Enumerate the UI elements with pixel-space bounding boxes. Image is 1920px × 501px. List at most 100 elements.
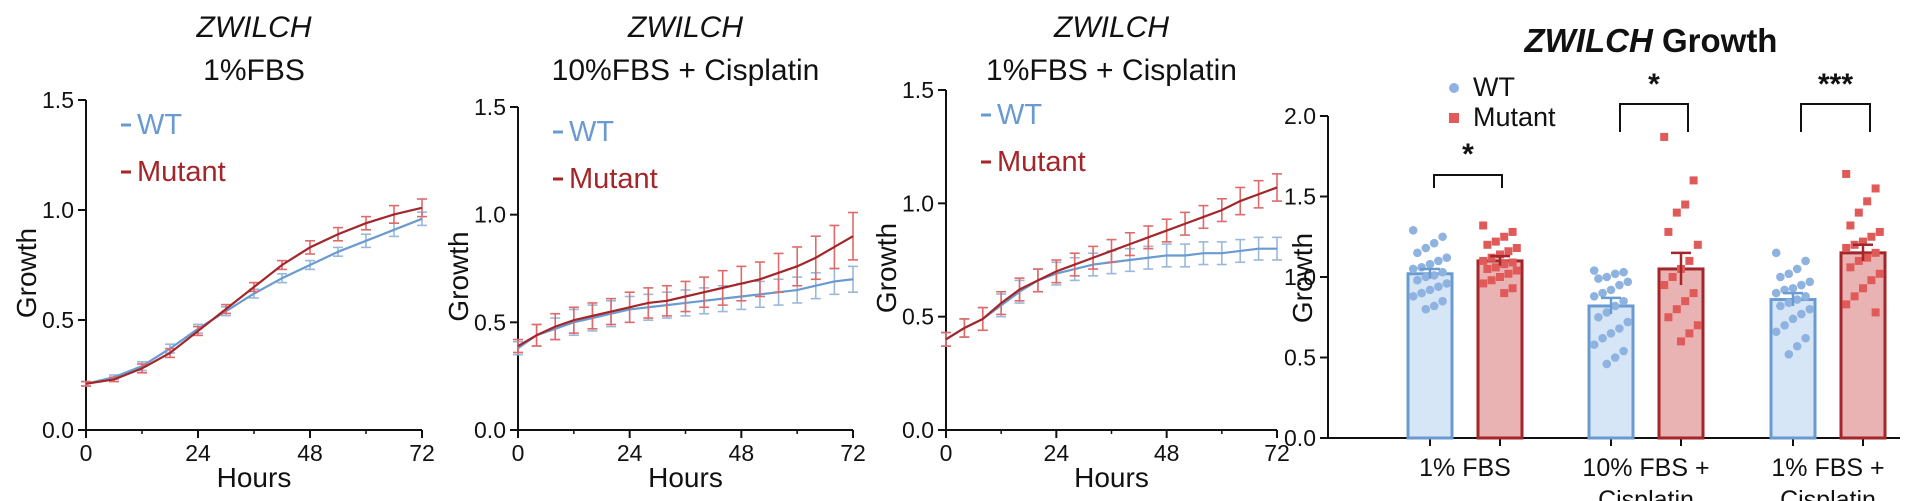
bar-wt-1 (1587, 304, 1635, 440)
panel-0-title-gene: ZWILCH (196, 11, 312, 44)
bar-point-wt (1442, 279, 1452, 288)
panel-2-xlabel: Hours (1074, 462, 1149, 493)
panel-1-ytick-label: 1.0 (474, 202, 506, 228)
bar-point-wt (1589, 266, 1599, 275)
bar-point-mutant (1871, 248, 1880, 257)
panel-2-ytick-label: 1.0 (902, 190, 934, 216)
bar-point-wt (1784, 298, 1794, 308)
panel-1-xlabel: Hours (648, 462, 723, 493)
panel-0-xtick-label: 48 (297, 440, 323, 466)
bar-point-wt (1438, 267, 1447, 277)
panel-2-ylabel: Growth (871, 223, 902, 313)
panel-2-ytick-label: 1.5 (902, 77, 934, 103)
bar-point-mutant (1871, 184, 1880, 193)
bar-point-mutant (1668, 273, 1677, 281)
bar-point-wt (1619, 267, 1628, 277)
bar-point-mutant (1660, 132, 1669, 141)
bar-point-wt (1788, 314, 1798, 324)
bar-point-mutant (1504, 247, 1513, 256)
panel-1-mutant-line (517, 235, 854, 347)
significance-label-1: * (1648, 68, 1660, 101)
bar-point-wt (1805, 277, 1815, 287)
bar-point-wt (1429, 238, 1439, 248)
bar-point-mutant (1871, 308, 1880, 317)
significance-bracket-1 (1619, 103, 1689, 132)
bar-category-label-2: 1% FBS + (1771, 454, 1884, 482)
panel-2-ytick-label: 0.5 (902, 304, 934, 330)
panel-2-title-gene: ZWILCH (1053, 11, 1169, 44)
bar-point-wt (1429, 301, 1439, 311)
bar-point-mutant (1491, 237, 1500, 246)
bar-legend-label-mutant: Mutant (1473, 102, 1556, 132)
bar-point-wt (1417, 288, 1426, 298)
bar-point-mutant (1496, 273, 1504, 281)
bar-point-mutant (1693, 240, 1702, 249)
bar-category-label-1: 10% FBS + (1582, 454, 1709, 482)
bar-point-mutant (1685, 329, 1694, 338)
bar-point-mutant (1693, 321, 1702, 330)
bar-point-wt (1413, 248, 1422, 258)
bar-point-mutant (1850, 292, 1859, 301)
bar-point-mutant (1508, 258, 1517, 267)
bar-title-text: Growth (1662, 22, 1777, 59)
bar-point-wt (1598, 288, 1607, 298)
bar-point-wt (1408, 264, 1418, 274)
bar-point-wt (1602, 359, 1612, 369)
bar-point-wt (1417, 263, 1426, 272)
bar-point-wt (1801, 256, 1810, 266)
bar-point-mutant (1689, 176, 1698, 185)
bar-mutant-1 (1657, 267, 1705, 440)
panel-0-mutant-line (85, 206, 423, 385)
panel-1-title: 10%FBS + Cisplatin (552, 54, 820, 87)
panel-1-xtick-label: 0 (512, 440, 525, 466)
panel-2-ytick-label: 0.0 (902, 417, 934, 443)
panel-0-xtick-label: 0 (80, 440, 93, 466)
panel-0-title: 1%FBS (203, 54, 305, 87)
bar-point-mutant (1846, 221, 1855, 230)
panel-2-xtick-label: 72 (1264, 440, 1290, 466)
bar-point-wt (1606, 285, 1616, 295)
panel-2-mutant-line (945, 186, 1278, 341)
panel-1-legend-label-mutant: Mutant (569, 163, 658, 195)
bar-point-mutant (1504, 269, 1513, 278)
bar-point-wt (1797, 309, 1806, 319)
bar-point-wt (1615, 324, 1624, 333)
panel-0-ytick-label: 1.0 (42, 197, 74, 223)
significance-bracket-2 (1800, 103, 1871, 132)
bar-legend-swatch-wt (1449, 83, 1459, 93)
bar-point-mutant (1689, 289, 1698, 298)
bar-title: ZWILCH Growth (1524, 22, 1778, 59)
panel-2-xtick-label: 0 (940, 440, 953, 466)
bar-point-wt (1408, 292, 1418, 301)
bar-point-wt (1771, 288, 1781, 298)
bar-point-wt (1610, 353, 1620, 362)
bar-point-wt (1594, 312, 1603, 322)
bar-point-mutant (1508, 284, 1517, 293)
bar-point-wt (1615, 280, 1624, 290)
panel-0-xlabel: Hours (217, 462, 292, 493)
panel-2-xtick-label: 24 (1044, 440, 1070, 466)
significance-bracket-0 (1433, 174, 1503, 188)
bar-point-mutant (1854, 208, 1863, 217)
bar-point-wt (1598, 333, 1607, 343)
bar-point-wt (1623, 277, 1633, 287)
bar-point-mutant (1854, 256, 1863, 265)
bar-point-mutant (1681, 200, 1690, 209)
bar-point-wt (1442, 253, 1452, 262)
bar-point-mutant (1491, 263, 1500, 272)
bar-point-wt (1434, 256, 1443, 266)
bar-point-wt (1771, 248, 1781, 258)
panel-2-legend-label-wt: WT (997, 99, 1042, 131)
bar-point-mutant (1664, 227, 1673, 236)
panel-0-ytick-label: 1.5 (42, 87, 74, 113)
bar-point-mutant (1487, 253, 1496, 262)
bar-point-wt (1421, 304, 1431, 314)
panel-0-xtick-label: 72 (409, 440, 435, 466)
bar-point-wt (1792, 341, 1802, 351)
bar-category-label-2: Cisplatin (1780, 486, 1876, 501)
bar-point-wt (1589, 292, 1599, 301)
bar-point-wt (1619, 296, 1628, 306)
panel-0-ytick-label: 0.0 (42, 417, 74, 443)
bar-point-wt (1792, 295, 1802, 304)
